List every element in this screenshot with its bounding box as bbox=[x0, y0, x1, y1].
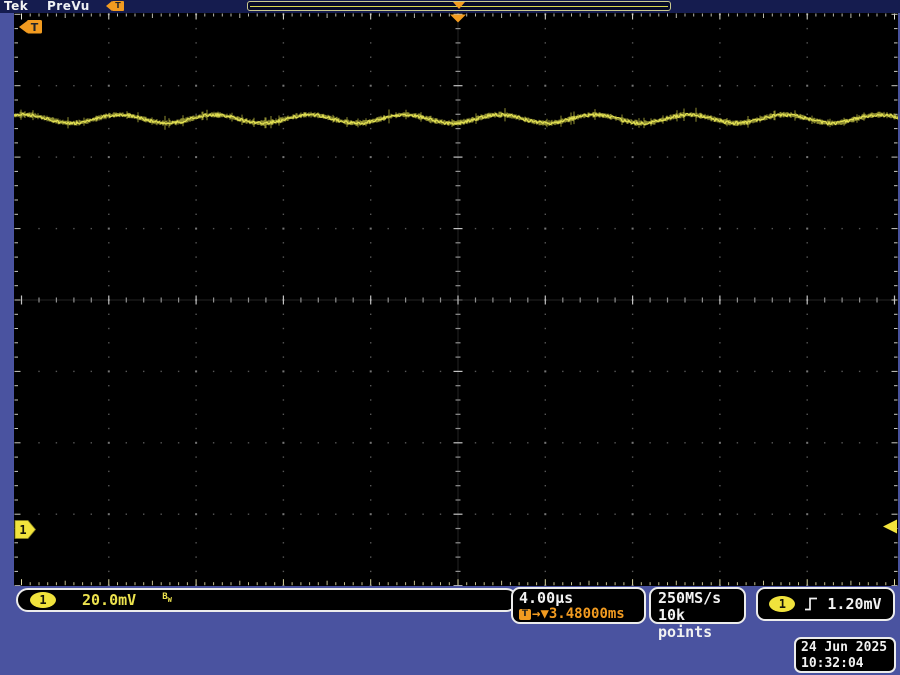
arrow-icon: → bbox=[532, 606, 541, 622]
trigger-level-arrow-icon bbox=[883, 519, 897, 534]
trigger-delay-value: 3.48000ms bbox=[548, 606, 625, 622]
grid-dots bbox=[14, 13, 898, 586]
trigger-reference-flag: T bbox=[19, 20, 42, 34]
horizontal-readout: 4.00µs T → ▼ 3.48000ms bbox=[511, 587, 646, 624]
channel1-readout: 1 20.0mV BW bbox=[16, 588, 518, 612]
acquisition-readout: 250MS/s 10k points bbox=[649, 587, 746, 641]
date-label: 24 Jun 2025 bbox=[801, 640, 888, 655]
bw-main: B bbox=[162, 592, 168, 603]
flag-box bbox=[27, 20, 42, 34]
channel1-ground-marker: 1 bbox=[14, 520, 37, 539]
channel1-waveform bbox=[14, 107, 898, 130]
flag-arrow-icon bbox=[19, 21, 27, 33]
marker-triangle-icon: ▼ bbox=[540, 606, 549, 622]
left-arrow-icon bbox=[106, 1, 112, 11]
bandwidth-limit-icon: BW bbox=[162, 592, 172, 604]
top-status-bar: Tek PreVu T bbox=[0, 0, 900, 13]
acquisition-status: PreVu bbox=[47, 0, 90, 13]
tek-logo: Tek bbox=[4, 0, 29, 13]
datetime-readout: 24 Jun 2025 10:32:04 bbox=[794, 637, 896, 673]
record-view-bar bbox=[247, 1, 671, 11]
trigger-level: 1.20mV bbox=[827, 595, 882, 613]
trigger-position-triangle-icon bbox=[450, 14, 466, 23]
time-label: 10:32:04 bbox=[801, 656, 864, 671]
trigger-delay-readout: T → ▼ 3.48000ms bbox=[519, 607, 638, 622]
rising-edge-icon bbox=[805, 597, 818, 611]
horizontal-scale: 4.00µs bbox=[519, 589, 574, 607]
trigger-t-chip-icon: T bbox=[519, 609, 531, 620]
record-view-trigger-triangle-icon bbox=[453, 2, 465, 9]
graticule-svg: T 1 bbox=[14, 13, 898, 586]
record-length: 10k points bbox=[658, 606, 713, 641]
trigger-position-icon: T bbox=[106, 1, 124, 11]
sample-rate: 250MS/s bbox=[658, 589, 722, 607]
trigger-source-badge: 1 bbox=[769, 596, 796, 612]
trigger-readout: 1 1.20mV bbox=[756, 587, 895, 621]
trigger-t-icon: T bbox=[112, 1, 124, 11]
channel1-scale: 20.0mV bbox=[82, 591, 137, 609]
channel-marker-shape bbox=[14, 520, 37, 539]
channel-marker-label: 1 bbox=[19, 523, 26, 537]
display-graticule: T 1 bbox=[14, 13, 898, 586]
bw-sub: W bbox=[167, 595, 172, 604]
channel1-badge: 1 bbox=[30, 592, 56, 608]
flag-label: T bbox=[31, 21, 39, 34]
